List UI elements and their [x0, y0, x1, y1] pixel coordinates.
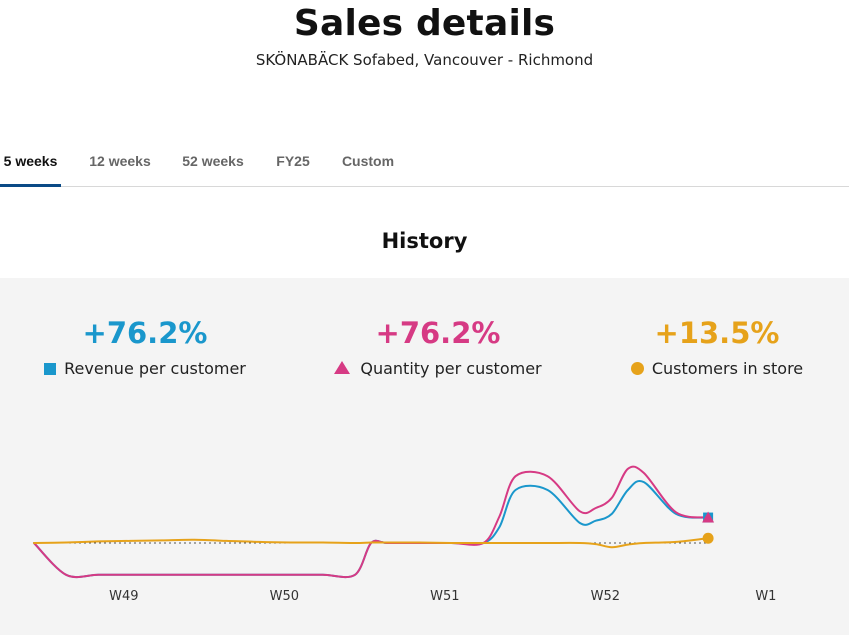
- page-subtitle: SKÖNABÄCK Sofabed, Vancouver - Richmond: [255, 51, 594, 69]
- tab-custom[interactable]: Custom: [341, 153, 395, 169]
- kpi-customers-label: Customers in store: [651, 359, 804, 378]
- circle-marker-icon: [630, 362, 644, 375]
- kpi-customers-value: +13.5%: [654, 316, 780, 350]
- kpi-quantity-label: Quantity per customer: [360, 359, 542, 378]
- page-title: Sales details: [293, 3, 556, 44]
- triangle-marker-icon: [334, 361, 351, 374]
- tab-5-weeks[interactable]: 5 weeks: [0, 140, 61, 187]
- square-marker-icon: [44, 362, 57, 375]
- x-tick-label: W52: [591, 589, 620, 604]
- x-tick-label: W51: [430, 589, 459, 604]
- kpi-revenue-value: +76.2%: [82, 316, 208, 350]
- series-line-customers-in-store: [33, 537, 710, 549]
- kpi-quantity-per-customer: +76.2% Quantity per customer: [333, 314, 543, 384]
- series-line-quantity-per-customer: [33, 465, 710, 579]
- kpi-revenue-label: Revenue per customer: [64, 359, 246, 378]
- end-marker-quantity-per-customer: [702, 511, 715, 523]
- series-line-revenue-per-customer: [33, 479, 710, 579]
- kpi-customers-in-store: +13.5% Customers in store: [612, 314, 822, 384]
- kpi-quantity-value: +76.2%: [375, 316, 501, 350]
- tab-52-weeks[interactable]: 52 weeks: [182, 153, 244, 169]
- tab-12-weeks[interactable]: 12 weeks: [89, 153, 151, 169]
- history-title: History: [381, 229, 468, 253]
- x-tick-label: W49: [109, 589, 138, 604]
- kpi-revenue-per-customer: +76.2% Revenue per customer: [40, 314, 250, 384]
- tab-fy25[interactable]: FY25: [276, 153, 310, 169]
- period-tabs: 5 weeks 12 weeks 52 weeks FY25 Custom: [0, 140, 849, 187]
- x-tick-label: W50: [270, 589, 299, 604]
- end-marker-customers-in-store: [702, 532, 714, 544]
- x-tick-label: W1: [755, 589, 776, 604]
